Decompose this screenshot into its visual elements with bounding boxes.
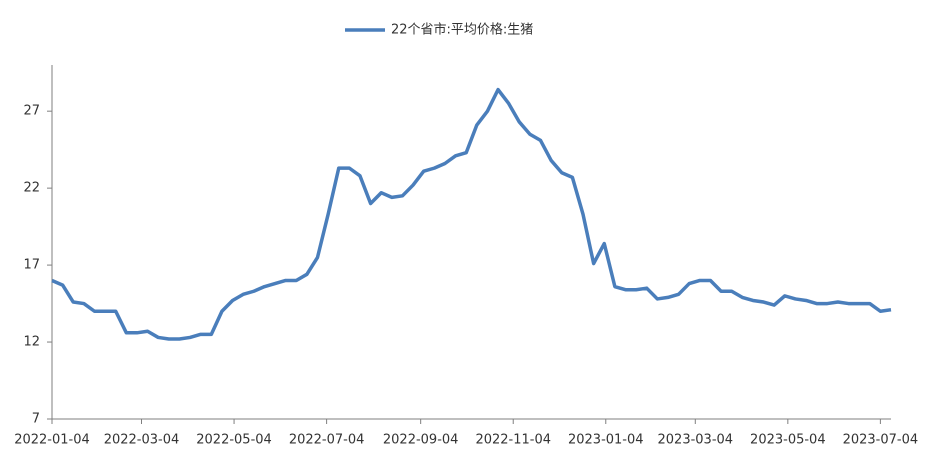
x-tick-label: 2022-01-04 [14, 433, 90, 448]
y-tick-label: 12 [23, 335, 40, 350]
x-tick-label: 2022-11-04 [475, 433, 551, 448]
x-tick-label: 2022-09-04 [383, 433, 459, 448]
x-tick-label: 2023-05-04 [750, 433, 826, 448]
legend-label: 22个省市:平均价格:生猪 [391, 22, 533, 38]
y-tick-label: 22 [23, 181, 40, 196]
x-tick-label: 2023-01-04 [568, 433, 644, 448]
x-tick-label: 2022-05-04 [196, 433, 272, 448]
y-tick-label: 7 [32, 412, 40, 427]
x-tick-label: 2023-07-04 [843, 433, 919, 448]
x-tick-label: 2023-03-04 [658, 433, 734, 448]
x-tick-label: 2022-07-04 [289, 433, 365, 448]
line-series [51, 87, 892, 341]
y-tick-label: 27 [23, 104, 40, 119]
y-tick-label: 17 [23, 258, 40, 273]
x-tick-label: 2022-03-04 [104, 433, 180, 448]
